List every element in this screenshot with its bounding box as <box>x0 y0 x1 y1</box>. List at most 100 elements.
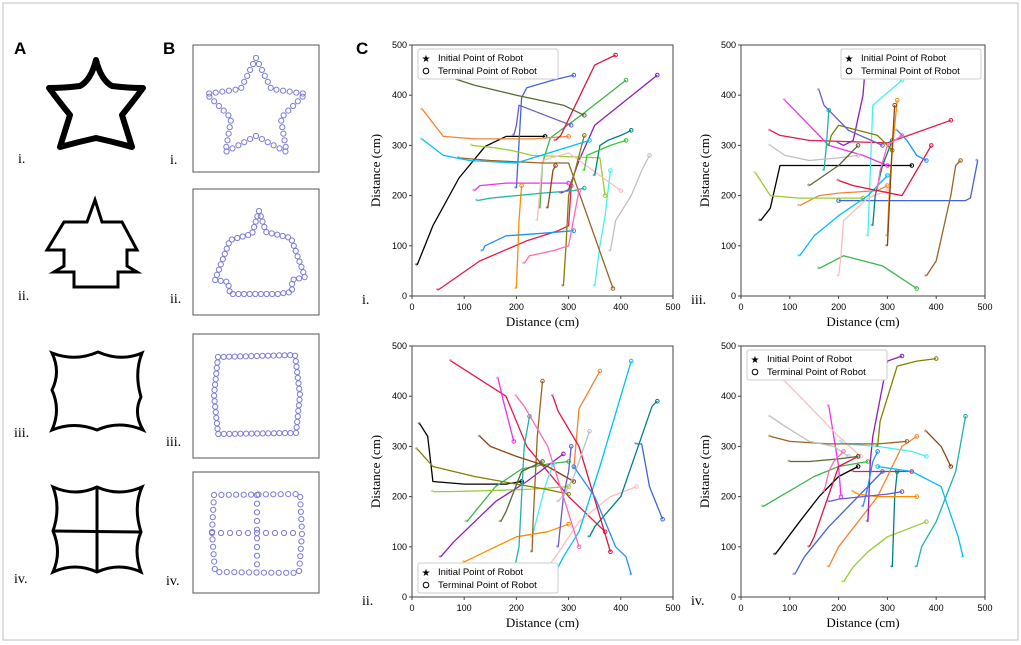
initial-point-marker: * <box>875 443 879 451</box>
pattern-dot-pagoda <box>261 223 268 231</box>
initial-point-marker: * <box>787 458 791 466</box>
series-line <box>828 124 893 151</box>
series-line <box>552 395 612 552</box>
pattern-dot-cross-square <box>211 558 218 565</box>
pattern-dot-pagoda <box>292 247 299 255</box>
x-tick-label: 300 <box>561 302 576 312</box>
pattern-dot-cross-square <box>231 569 238 576</box>
series-line <box>513 104 572 136</box>
pattern-dot-star <box>285 107 292 114</box>
series-line <box>774 465 859 555</box>
terminal-point-marker <box>924 158 929 163</box>
series-line <box>876 134 903 189</box>
panel-a-label-i: i. <box>18 152 25 167</box>
cross-horizontal-line <box>52 529 142 534</box>
pattern-dot-star <box>206 93 213 100</box>
pattern-dot-pagoda <box>249 229 256 236</box>
chart-panel-label: iv. <box>691 594 704 609</box>
panel-c: C ************************01002003004005… <box>356 39 993 630</box>
y-tick-label: 0 <box>402 592 407 602</box>
initial-point-marker: * <box>836 178 840 186</box>
initial-point-marker: * <box>561 283 565 291</box>
initial-point-marker: * <box>537 205 541 213</box>
terminal-point-marker <box>660 516 665 522</box>
initial-point-marker: * <box>768 413 772 421</box>
series-line <box>925 430 952 467</box>
initial-point-marker: * <box>836 140 840 148</box>
y-tick-label: 100 <box>392 542 407 552</box>
pattern-dot-pagoda <box>215 266 222 273</box>
initial-point-marker: * <box>851 469 855 477</box>
legend-entry-terminal: Terminal Point of Robot <box>861 66 960 77</box>
terminal-point-marker <box>610 286 616 291</box>
pagoda-outline <box>44 195 143 289</box>
initial-point-marker: * <box>807 544 811 552</box>
terminal-point-marker <box>929 143 934 148</box>
series-line <box>515 395 580 547</box>
initial-point-marker: * <box>514 285 518 293</box>
initial-point-marker: * <box>634 441 638 449</box>
pattern-dot-star <box>290 102 297 110</box>
panel-b-label-iv: iv. <box>166 574 179 589</box>
initial-point-marker: * <box>821 489 825 497</box>
series-line <box>755 172 863 199</box>
pattern-dot-cross-square <box>210 506 217 513</box>
x-tick-label: 0 <box>738 603 743 613</box>
pattern-dot-star <box>241 139 248 146</box>
pattern-dot-star <box>282 148 289 155</box>
terminal-point-marker <box>582 185 587 191</box>
series-line <box>838 160 979 202</box>
pattern-dot-pagoda <box>268 230 275 237</box>
pattern-dot-cross-line <box>253 491 261 499</box>
pattern-dot-star <box>211 98 218 105</box>
pattern-dot-square <box>214 359 221 366</box>
chart-4: ***********************0 100 200 300 400 5000… <box>691 341 993 630</box>
pattern-dot-pagoda <box>217 261 224 268</box>
pattern-dot-cross-square <box>248 491 255 498</box>
x-tick-label: 200 <box>509 302 524 312</box>
x-tick-label: 300 <box>561 603 576 613</box>
initial-point-marker: * <box>592 173 596 181</box>
series-line <box>769 144 859 162</box>
initial-point-marker: * <box>817 87 821 95</box>
panel-b-label-ii: ii. <box>170 292 181 307</box>
panel-b-label-iii: iii. <box>166 435 181 450</box>
initial-point-marker: * <box>836 273 840 281</box>
series-line <box>422 138 590 164</box>
initial-point-marker: * <box>592 283 596 291</box>
series-line <box>421 108 569 140</box>
series-line <box>823 450 844 492</box>
legend-star-icon: ★ <box>422 568 431 579</box>
series-line <box>432 485 569 493</box>
initial-point-marker: * <box>773 551 777 559</box>
pattern-dot-cross-line <box>253 552 261 559</box>
terminal-point-marker <box>958 158 963 163</box>
pattern-dot-cross-square <box>262 491 269 498</box>
series-line <box>419 423 522 485</box>
pattern-dot-pagoda <box>259 218 266 225</box>
series-line <box>762 460 869 508</box>
terminal-point-marker <box>899 489 905 494</box>
legend-entry-initial: Initial Point of Robot <box>438 567 523 578</box>
pattern-dot-pagoda <box>296 275 303 282</box>
pattern-dot-cross-line <box>253 561 261 568</box>
series-line <box>794 471 883 575</box>
terminal-point-marker <box>836 198 841 203</box>
legend-entry-initial: Initial Point of Robot <box>438 53 523 64</box>
terminal-point-marker <box>647 153 652 158</box>
legend-entry-initial: Initial Point of Robot <box>861 53 946 64</box>
pattern-dot-pagoda <box>245 232 252 239</box>
y-tick-label: 500 <box>721 341 736 351</box>
terminal-point-marker <box>618 188 624 193</box>
y-tick-label: 500 <box>721 40 736 50</box>
series-line <box>440 453 564 558</box>
series-line <box>876 357 937 447</box>
terminal-point-marker <box>655 72 660 78</box>
x-tick-label: 400 <box>929 603 944 613</box>
terminal-point-marker <box>899 133 905 138</box>
terminal-point-marker <box>655 398 660 404</box>
initial-point-marker: * <box>895 127 899 135</box>
terminal-point-marker <box>597 368 603 374</box>
pattern-dot-star <box>244 72 251 80</box>
series-line <box>770 435 907 445</box>
